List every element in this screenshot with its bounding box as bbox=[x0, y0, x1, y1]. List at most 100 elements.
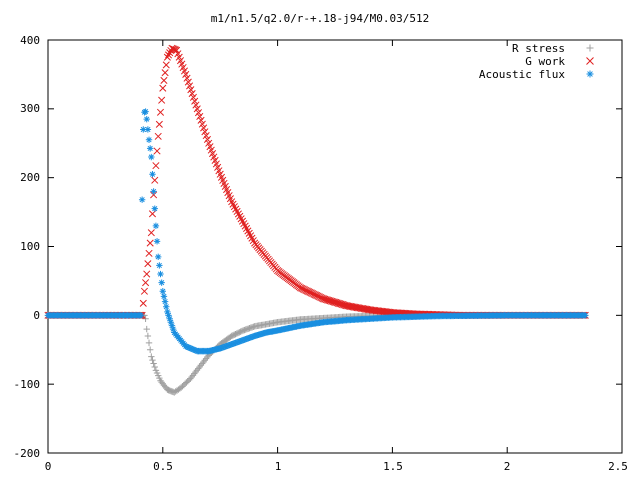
data-point bbox=[330, 298, 338, 306]
data-point bbox=[190, 346, 197, 353]
data-point bbox=[149, 171, 156, 178]
chart-title: m1/n1.5/q2.0/r-+.18-j94/M0.03/512 bbox=[211, 12, 430, 25]
data-point bbox=[161, 69, 169, 77]
data-point bbox=[161, 298, 169, 305]
data-point bbox=[192, 101, 200, 109]
legend-label: G work bbox=[525, 55, 565, 68]
y-tick-label: 0 bbox=[33, 309, 40, 322]
data-point bbox=[156, 262, 163, 269]
plot-frame bbox=[47, 39, 623, 454]
data-point bbox=[142, 279, 150, 287]
y-tick-label: 300 bbox=[20, 102, 40, 115]
data-point bbox=[140, 287, 148, 295]
data-point bbox=[167, 319, 175, 326]
data-point bbox=[138, 196, 146, 203]
y-axis: -200 -100 0 100 200 300 400 bbox=[14, 34, 41, 460]
data-point bbox=[142, 315, 149, 322]
x-axis: 0 0.5 1 1.5 2 2.5 bbox=[45, 460, 628, 473]
data-point bbox=[153, 238, 161, 245]
data-point bbox=[147, 229, 155, 237]
data-point bbox=[164, 308, 171, 316]
data-point bbox=[333, 299, 341, 307]
tick-marks bbox=[47, 39, 623, 454]
data-point bbox=[203, 135, 211, 143]
data-point bbox=[197, 116, 205, 124]
y-tick-label: 400 bbox=[20, 34, 40, 47]
data-point bbox=[182, 343, 189, 350]
x-tick-label: 0 bbox=[45, 460, 52, 473]
data-point bbox=[155, 120, 163, 128]
data-point bbox=[196, 112, 204, 121]
data-point bbox=[143, 270, 151, 278]
data-point bbox=[148, 353, 155, 360]
data-point bbox=[338, 300, 346, 309]
data-point bbox=[142, 108, 149, 115]
legend-label: Acoustic flux bbox=[479, 68, 565, 81]
y-tick-label: -200 bbox=[14, 447, 41, 460]
data-point bbox=[200, 124, 208, 132]
data-point bbox=[137, 312, 145, 319]
data-point bbox=[329, 298, 337, 306]
data-point bbox=[159, 288, 166, 295]
x-tick-label: 2.5 bbox=[608, 460, 628, 473]
data-point bbox=[148, 153, 155, 161]
data-point bbox=[183, 74, 191, 82]
legend-marker bbox=[586, 57, 594, 65]
data-point bbox=[201, 128, 209, 136]
data-point bbox=[146, 346, 154, 353]
data-point bbox=[168, 322, 176, 329]
data-point bbox=[143, 325, 150, 333]
data-point bbox=[144, 332, 152, 340]
data-point bbox=[159, 84, 167, 92]
series-acoustic-flux bbox=[44, 108, 589, 355]
data-point bbox=[193, 105, 201, 113]
legend-marker bbox=[586, 70, 594, 78]
data-point bbox=[146, 239, 154, 247]
data-point bbox=[182, 70, 190, 78]
data-point bbox=[146, 145, 154, 152]
data-point bbox=[152, 162, 160, 170]
data-point bbox=[140, 126, 147, 133]
data-point bbox=[139, 299, 147, 307]
data-point bbox=[164, 51, 173, 59]
data-point bbox=[336, 300, 344, 308]
data-point bbox=[202, 132, 210, 140]
data-point bbox=[186, 344, 193, 352]
data-point bbox=[145, 249, 153, 257]
series-g-work bbox=[44, 44, 589, 319]
data-point bbox=[321, 295, 329, 303]
data-point bbox=[328, 297, 336, 305]
data-point bbox=[143, 115, 150, 123]
data-point bbox=[152, 222, 160, 230]
data-point bbox=[156, 108, 165, 116]
x-tick-label: 0.5 bbox=[153, 460, 173, 473]
y-tick-label: -100 bbox=[14, 378, 41, 391]
data-point bbox=[194, 109, 203, 117]
data-point bbox=[165, 312, 172, 319]
data-point bbox=[150, 188, 157, 195]
data-point bbox=[144, 260, 152, 268]
data-point bbox=[198, 120, 206, 128]
data-point bbox=[151, 363, 158, 371]
data-point bbox=[160, 76, 168, 84]
data-point bbox=[153, 147, 161, 155]
data-point bbox=[191, 346, 198, 354]
data-point bbox=[334, 299, 342, 307]
data-point bbox=[322, 296, 330, 304]
y-tick-label: 200 bbox=[20, 171, 40, 184]
data-point bbox=[166, 315, 173, 322]
data-point bbox=[188, 345, 196, 353]
data-point bbox=[319, 295, 328, 303]
data-point bbox=[155, 253, 162, 261]
data-point bbox=[157, 270, 164, 278]
data-point bbox=[145, 136, 153, 144]
legend: R stress G work Acoustic flux bbox=[479, 42, 594, 81]
data-point bbox=[162, 61, 170, 69]
data-point bbox=[326, 297, 334, 305]
data-point bbox=[151, 205, 158, 212]
data-point bbox=[337, 300, 345, 308]
data-point bbox=[163, 53, 171, 61]
data-point bbox=[149, 356, 156, 364]
data-point bbox=[186, 82, 194, 90]
